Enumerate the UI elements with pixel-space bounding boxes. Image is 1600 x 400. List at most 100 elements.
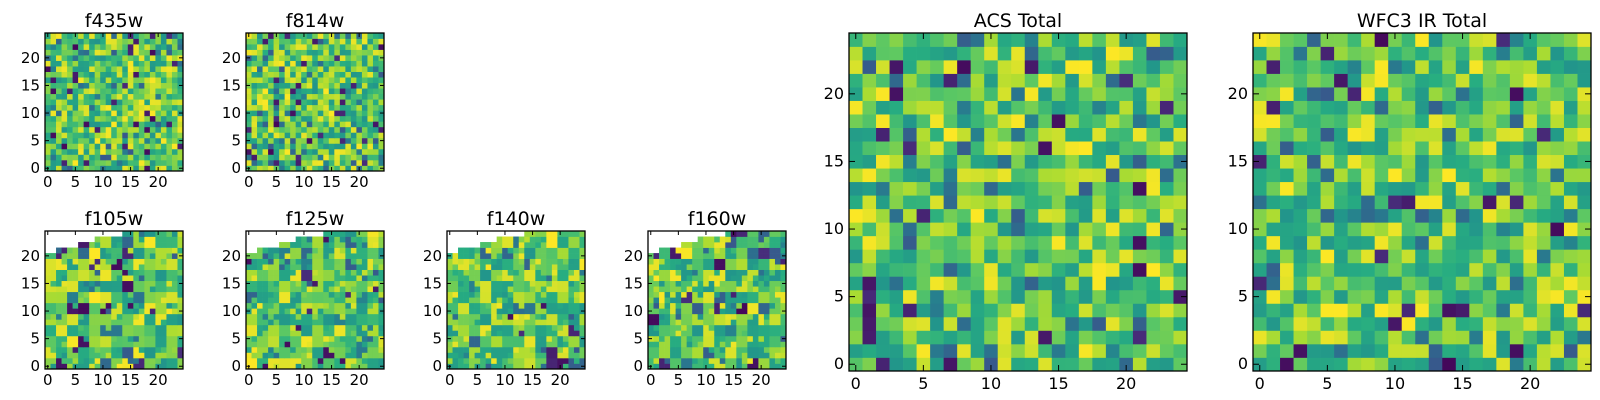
heatmap-cell	[295, 104, 302, 111]
heatmap-cell	[557, 352, 564, 359]
heatmap-cell	[45, 44, 51, 50]
heatmap-cell	[1146, 168, 1161, 183]
heatmap-cell	[1119, 289, 1134, 304]
heatmap-cell	[1159, 289, 1174, 304]
heatmap-cell	[1253, 316, 1267, 331]
heatmap-cell	[372, 297, 379, 304]
heatmap-cell	[177, 143, 184, 150]
heatmap-cell	[1482, 195, 1497, 210]
heatmap-cell	[78, 253, 84, 259]
heatmap-cell	[372, 291, 379, 298]
heatmap-cell	[67, 165, 73, 172]
heatmap-cell	[350, 291, 357, 298]
heatmap-cell	[708, 302, 715, 309]
heatmap-cell	[1550, 303, 1565, 318]
heatmap-cell	[61, 346, 68, 353]
heatmap-cell	[345, 104, 352, 111]
heatmap-cell	[323, 302, 330, 309]
heatmap-cell	[372, 165, 379, 172]
heatmap-cell	[518, 236, 525, 243]
heatmap-cell	[301, 236, 308, 243]
heatmap-cell	[133, 330, 140, 337]
heatmap-cell	[1146, 208, 1161, 223]
heatmap-cell	[323, 148, 330, 155]
heatmap-cell	[970, 195, 985, 210]
heatmap-cell	[774, 297, 781, 304]
heatmap-cell	[725, 341, 732, 348]
heatmap-cell	[345, 132, 352, 139]
heatmap-cell	[736, 253, 743, 259]
heatmap-cell	[339, 341, 346, 348]
heatmap-cell	[295, 363, 302, 370]
heatmap-cell	[111, 324, 118, 331]
heatmap-cell	[284, 148, 291, 155]
heatmap-cell	[257, 49, 263, 56]
heatmap-cell	[94, 137, 101, 144]
heatmap-cell	[469, 319, 475, 326]
heatmap-cell	[251, 269, 258, 276]
heatmap-cell	[551, 297, 558, 304]
heatmap-cell	[78, 33, 84, 39]
heatmap-cell	[133, 247, 140, 254]
heatmap-cell	[284, 269, 291, 276]
heatmap-cell	[529, 286, 536, 293]
heatmap-cell	[480, 280, 486, 287]
heatmap-cell	[573, 242, 580, 248]
heatmap-cell	[1374, 262, 1389, 277]
heatmap-cell	[290, 132, 297, 139]
heatmap-cell	[469, 341, 475, 348]
heatmap-cell	[83, 357, 90, 364]
heatmap-cell	[306, 330, 313, 337]
heatmap-cell	[334, 154, 341, 161]
heatmap-cell	[56, 148, 62, 155]
heatmap-cell	[350, 324, 357, 331]
heatmap-cell	[1092, 262, 1107, 277]
heatmap-cell	[155, 286, 162, 293]
heatmap-cell	[323, 104, 330, 111]
heatmap-cell	[328, 110, 335, 117]
heatmap-cell	[529, 264, 536, 270]
heatmap-cell	[262, 308, 269, 315]
heatmap-cell	[138, 319, 145, 326]
heatmap-cell	[160, 319, 167, 326]
heatmap-cell	[72, 280, 79, 287]
heatmap-cell	[268, 269, 274, 276]
heatmap-cell	[251, 38, 258, 45]
heatmap-cell	[876, 208, 890, 223]
heatmap-cell	[334, 297, 341, 304]
heatmap-cell	[491, 269, 498, 276]
heatmap-cell	[144, 302, 151, 309]
heatmap-cell	[78, 352, 84, 359]
heatmap-cell	[557, 346, 564, 353]
heatmap-cell	[1092, 73, 1107, 88]
heatmap-cell	[1119, 249, 1134, 264]
heatmap-cell	[703, 236, 710, 243]
heatmap-cell	[507, 291, 514, 298]
heatmap-cell	[345, 330, 352, 337]
heatmap-cell	[61, 115, 68, 122]
heatmap-cell	[758, 302, 765, 309]
heatmap-cell	[301, 148, 308, 155]
heatmap-cell	[529, 258, 536, 265]
heatmap-cell	[903, 357, 917, 372]
heatmap-cell	[284, 330, 291, 337]
heatmap-cell	[562, 286, 569, 293]
heatmap-cell	[339, 104, 346, 111]
heatmap-cell	[144, 165, 151, 172]
heatmap-cell	[496, 335, 503, 342]
heatmap-cell	[1577, 262, 1592, 277]
heatmap-cell	[573, 291, 580, 298]
heatmap-cell	[1065, 60, 1080, 74]
panel-f125w-cells	[246, 231, 385, 370]
heatmap-cell	[758, 269, 765, 276]
heatmap-cell	[111, 280, 118, 287]
heatmap-cell	[78, 132, 84, 139]
heatmap-cell	[127, 313, 134, 320]
heatmap-cell	[943, 100, 958, 115]
heatmap-cell	[1388, 343, 1403, 358]
heatmap-cell	[372, 110, 379, 117]
heatmap-cell	[741, 269, 748, 276]
heatmap-cell	[447, 346, 453, 353]
heatmap-cell	[290, 341, 297, 348]
heatmap-cell	[171, 88, 178, 95]
